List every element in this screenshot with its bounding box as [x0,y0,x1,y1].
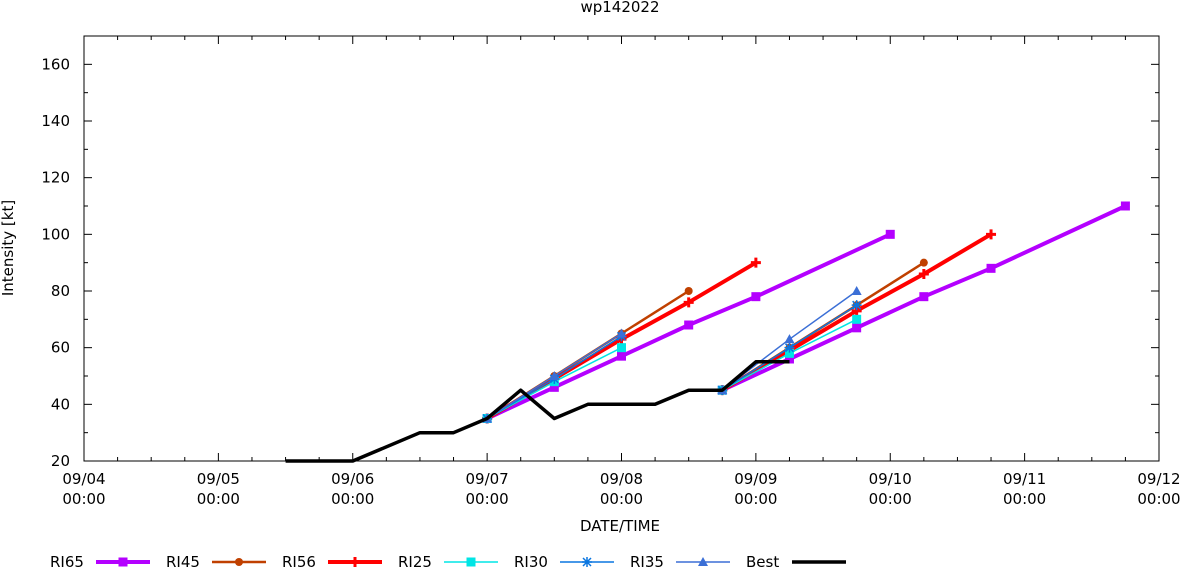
data-point [549,371,560,380]
y-tick-label: 40 [51,395,70,413]
data-point [918,269,929,279]
series-ri45 [483,258,928,423]
series-line [721,204,1127,393]
data-point [350,557,360,567]
data-point [235,558,243,566]
y-tick-label: 140 [41,112,70,130]
data-point [118,557,128,567]
legend-label: RI45 [166,553,200,567]
x-axis-label: DATE/TIME [580,517,660,535]
data-point [616,328,627,338]
data-point [466,557,476,567]
legend-label: RI25 [398,553,432,567]
y-tick-label: 60 [51,339,70,357]
x-tick-date: 09/04 [62,470,105,488]
data-point [784,354,794,364]
legend: RI65 RI45 RI56 RI25 RI30 RI35 Best [50,553,846,567]
x-tick-date: 09/06 [331,470,374,488]
data-point [684,320,694,330]
legend-label: RI56 [282,553,316,567]
legend-item-ri65: RI65 [50,553,150,567]
x-tick-date: 09/05 [197,470,240,488]
data-point [852,323,862,333]
data-point [617,351,626,361]
legend-label: Best [746,553,779,567]
legend-item-ri56: RI56 [282,553,382,567]
series-line [486,232,892,421]
x-tick-time: 00:00 [197,490,240,508]
data-point [1120,201,1130,211]
data-point [986,229,997,240]
series-ri65 [482,201,1130,423]
series-ri56 [482,229,997,424]
x-tick-date: 09/08 [600,470,643,488]
data-point [784,334,795,344]
legend-label: RI35 [630,553,664,567]
data-point [549,382,559,392]
legend-item-ri45: RI45 [166,553,266,567]
legend-label: RI65 [50,553,84,567]
data-point [851,300,862,311]
series-line [285,360,790,463]
data-point [885,229,895,239]
data-point [919,292,929,302]
legend-item-best: Best [746,553,846,567]
legend-label: RI30 [514,553,548,567]
x-tick-date: 09/09 [734,470,777,488]
x-axis: 09/04 00:00 09/05 00:00 09/06 00:00 09/07 00:00… [62,36,1181,508]
x-tick-time: 00:00 [734,490,777,508]
x-tick-time: 00:00 [331,490,374,508]
data-point [851,286,862,295]
series-best [285,360,790,463]
data-point [617,343,626,353]
y-tick-label: 80 [51,282,70,300]
data-point [784,348,794,358]
data-point [684,287,693,295]
data-point [852,314,862,324]
x-tick-time: 00:00 [1003,490,1046,508]
y-tick-label: 100 [41,225,70,243]
x-tick-time: 00:00 [1137,490,1180,508]
data-point [986,263,996,273]
plot-area [83,35,1160,462]
x-tick-date: 09/11 [1003,470,1046,488]
data-point [750,257,761,268]
data-point [919,258,928,267]
x-tick-date: 09/10 [869,470,912,488]
data-point [784,342,795,353]
legend-item-ri30: RI30 [514,553,614,567]
data-point [683,297,694,308]
y-tick-label: 120 [41,169,70,187]
data-point [698,557,708,566]
y-axis: 20 40 60 80 100 120 140 160 [41,55,1159,470]
y-tick-label: 160 [41,55,70,73]
series-ri35 [482,286,862,423]
legend-item-ri25: RI25 [398,553,498,567]
x-tick-date: 09/12 [1137,470,1180,488]
x-tick-time: 00:00 [466,490,509,508]
x-tick-date: 09/07 [466,470,509,488]
y-tick-label: 20 [51,452,70,470]
y-axis-label: Intensity [kt] [0,200,17,296]
data-point [751,292,761,302]
legend-item-ri35: RI35 [630,553,730,567]
x-tick-time: 00:00 [869,490,912,508]
chart-title: wp142022 [580,0,659,16]
x-tick-time: 00:00 [600,490,643,508]
data-point [582,557,592,567]
series-layer [285,201,1130,463]
x-tick-time: 00:00 [62,490,105,508]
